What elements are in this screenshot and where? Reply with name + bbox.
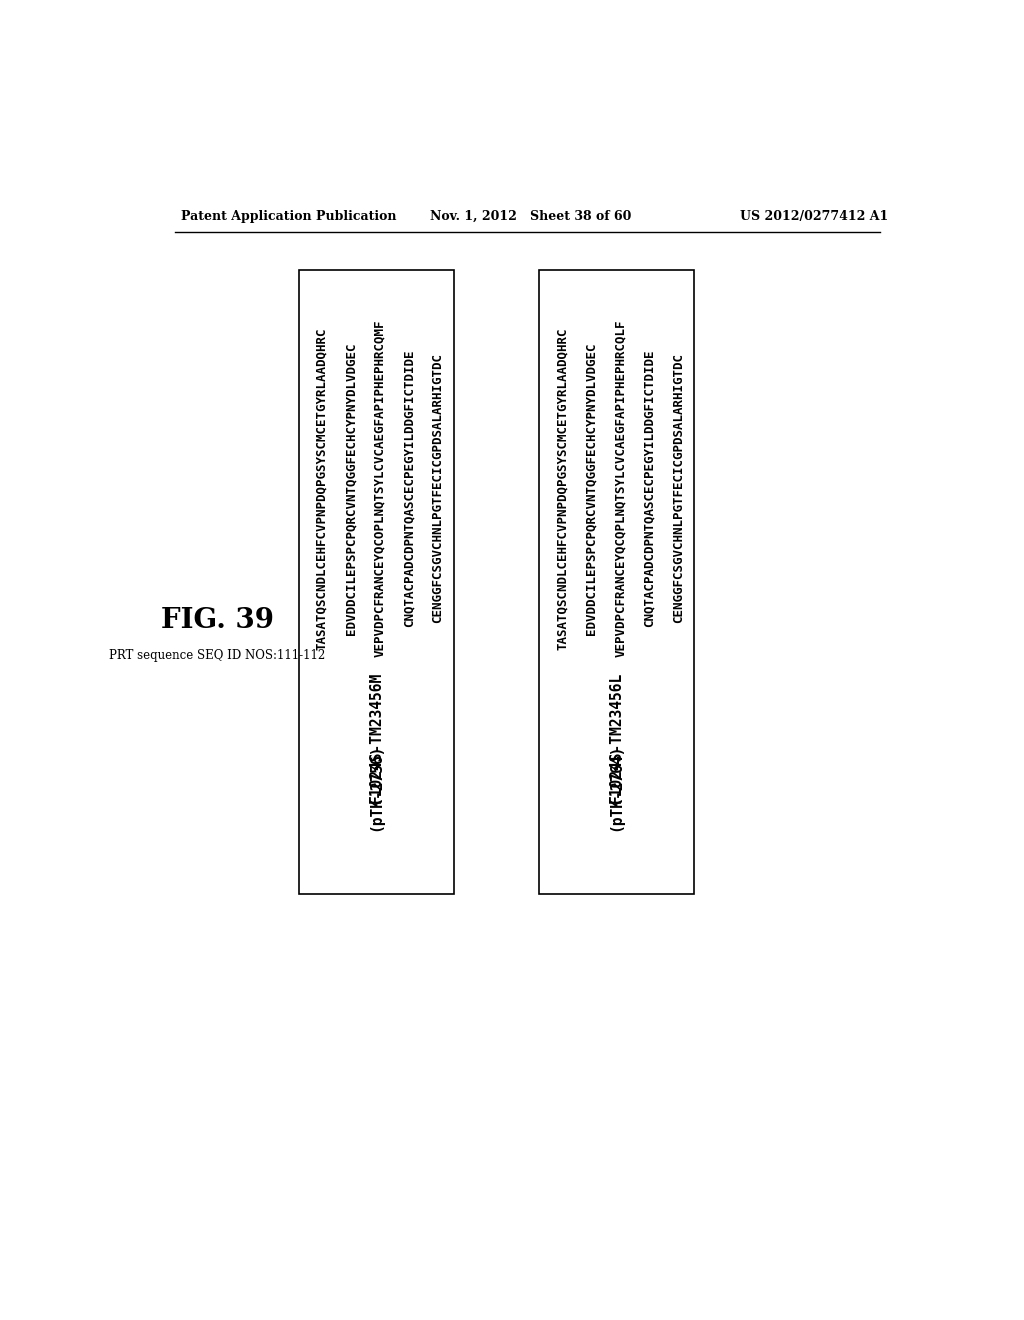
Text: VEPVDPCFRANCEYQCOPLNQTSYLCVCAEGFAPIPHEPHRCQMF: VEPVDPCFRANCEYQCOPLNQTSYLCVCAEGFAPIPHEPH… [374,319,386,657]
FancyBboxPatch shape [299,271,454,894]
Text: FIG. 39: FIG. 39 [161,607,273,634]
Text: TASATQSCNDLCEHFCVPNPDQPGSYSCMCETGYRLAADQHRC: TASATQSCNDLCEHFCVPNPDQPGSYSCMCETGYRLAADQ… [555,327,568,649]
Text: VEPVDPCFRANCEYQCQPLNQTSYLCVCAEGFAPIPHEPHRCQLF: VEPVDPCFRANCEYQCQPLNQTSYLCVCAEGFAPIPHEPH… [613,319,627,657]
Text: Patent Application Publication: Patent Application Publication [180,210,396,223]
Text: EDVDDCILEPSPCPQRCVNTQGGFECHCYPNYDLVDGEC: EDVDDCILEPSPCPQRCVNTQGGFECHCYPNYDLVDGEC [344,342,357,635]
Text: CENGGFCSGVCHNLPGTFECICGPDSALARHIGTDC: CENGGFCSGVCHNLPGTFECICGPDSALARHIGTDC [672,354,685,623]
Text: PRT sequence SEQ ID NOS:111-112: PRT sequence SEQ ID NOS:111-112 [109,648,326,661]
FancyBboxPatch shape [539,271,693,894]
Text: Nov. 1, 2012   Sheet 38 of 60: Nov. 1, 2012 Sheet 38 of 60 [430,210,632,223]
Text: F1024S-TM23456M: F1024S-TM23456M [369,672,384,803]
Text: EDVDDCILEPSPCPQRCVNTQGGFECHCYPNYDLVDGEC: EDVDDCILEPSPCPQRCVNTQGGFECHCYPNYDLVDGEC [585,342,598,635]
Text: CENGGFCSGVCHNLPGTFECICGPDSALARHIGTDC: CENGGFCSGVCHNLPGTFECICGPDSALARHIGTDC [431,354,444,623]
Text: TASATQSCNDLCEHFCVPNPDQPGSYSCMCETGYRLAADQHRC: TASATQSCNDLCEHFCVPNPDQPGSYSCMCETGYRLAADQ… [315,327,329,649]
Text: F1024S-TM23456L: F1024S-TM23456L [608,672,624,803]
Text: (pTK-2764): (pTK-2764) [608,743,624,832]
Text: CNQTACPADCDPNTQASCECPEGYILDDGFICTDIDE: CNQTACPADCDPNTQASCECPEGYILDDGFICTDIDE [643,350,655,627]
Text: US 2012/0277412 A1: US 2012/0277412 A1 [740,210,889,223]
Text: CNQTACPADCDPNTQASCECPEGYILDDGFICTDIDE: CNQTACPADCDPNTQASCECPEGYILDDGFICTDIDE [402,350,416,627]
Text: (pTK-2756): (pTK-2756) [369,743,384,832]
